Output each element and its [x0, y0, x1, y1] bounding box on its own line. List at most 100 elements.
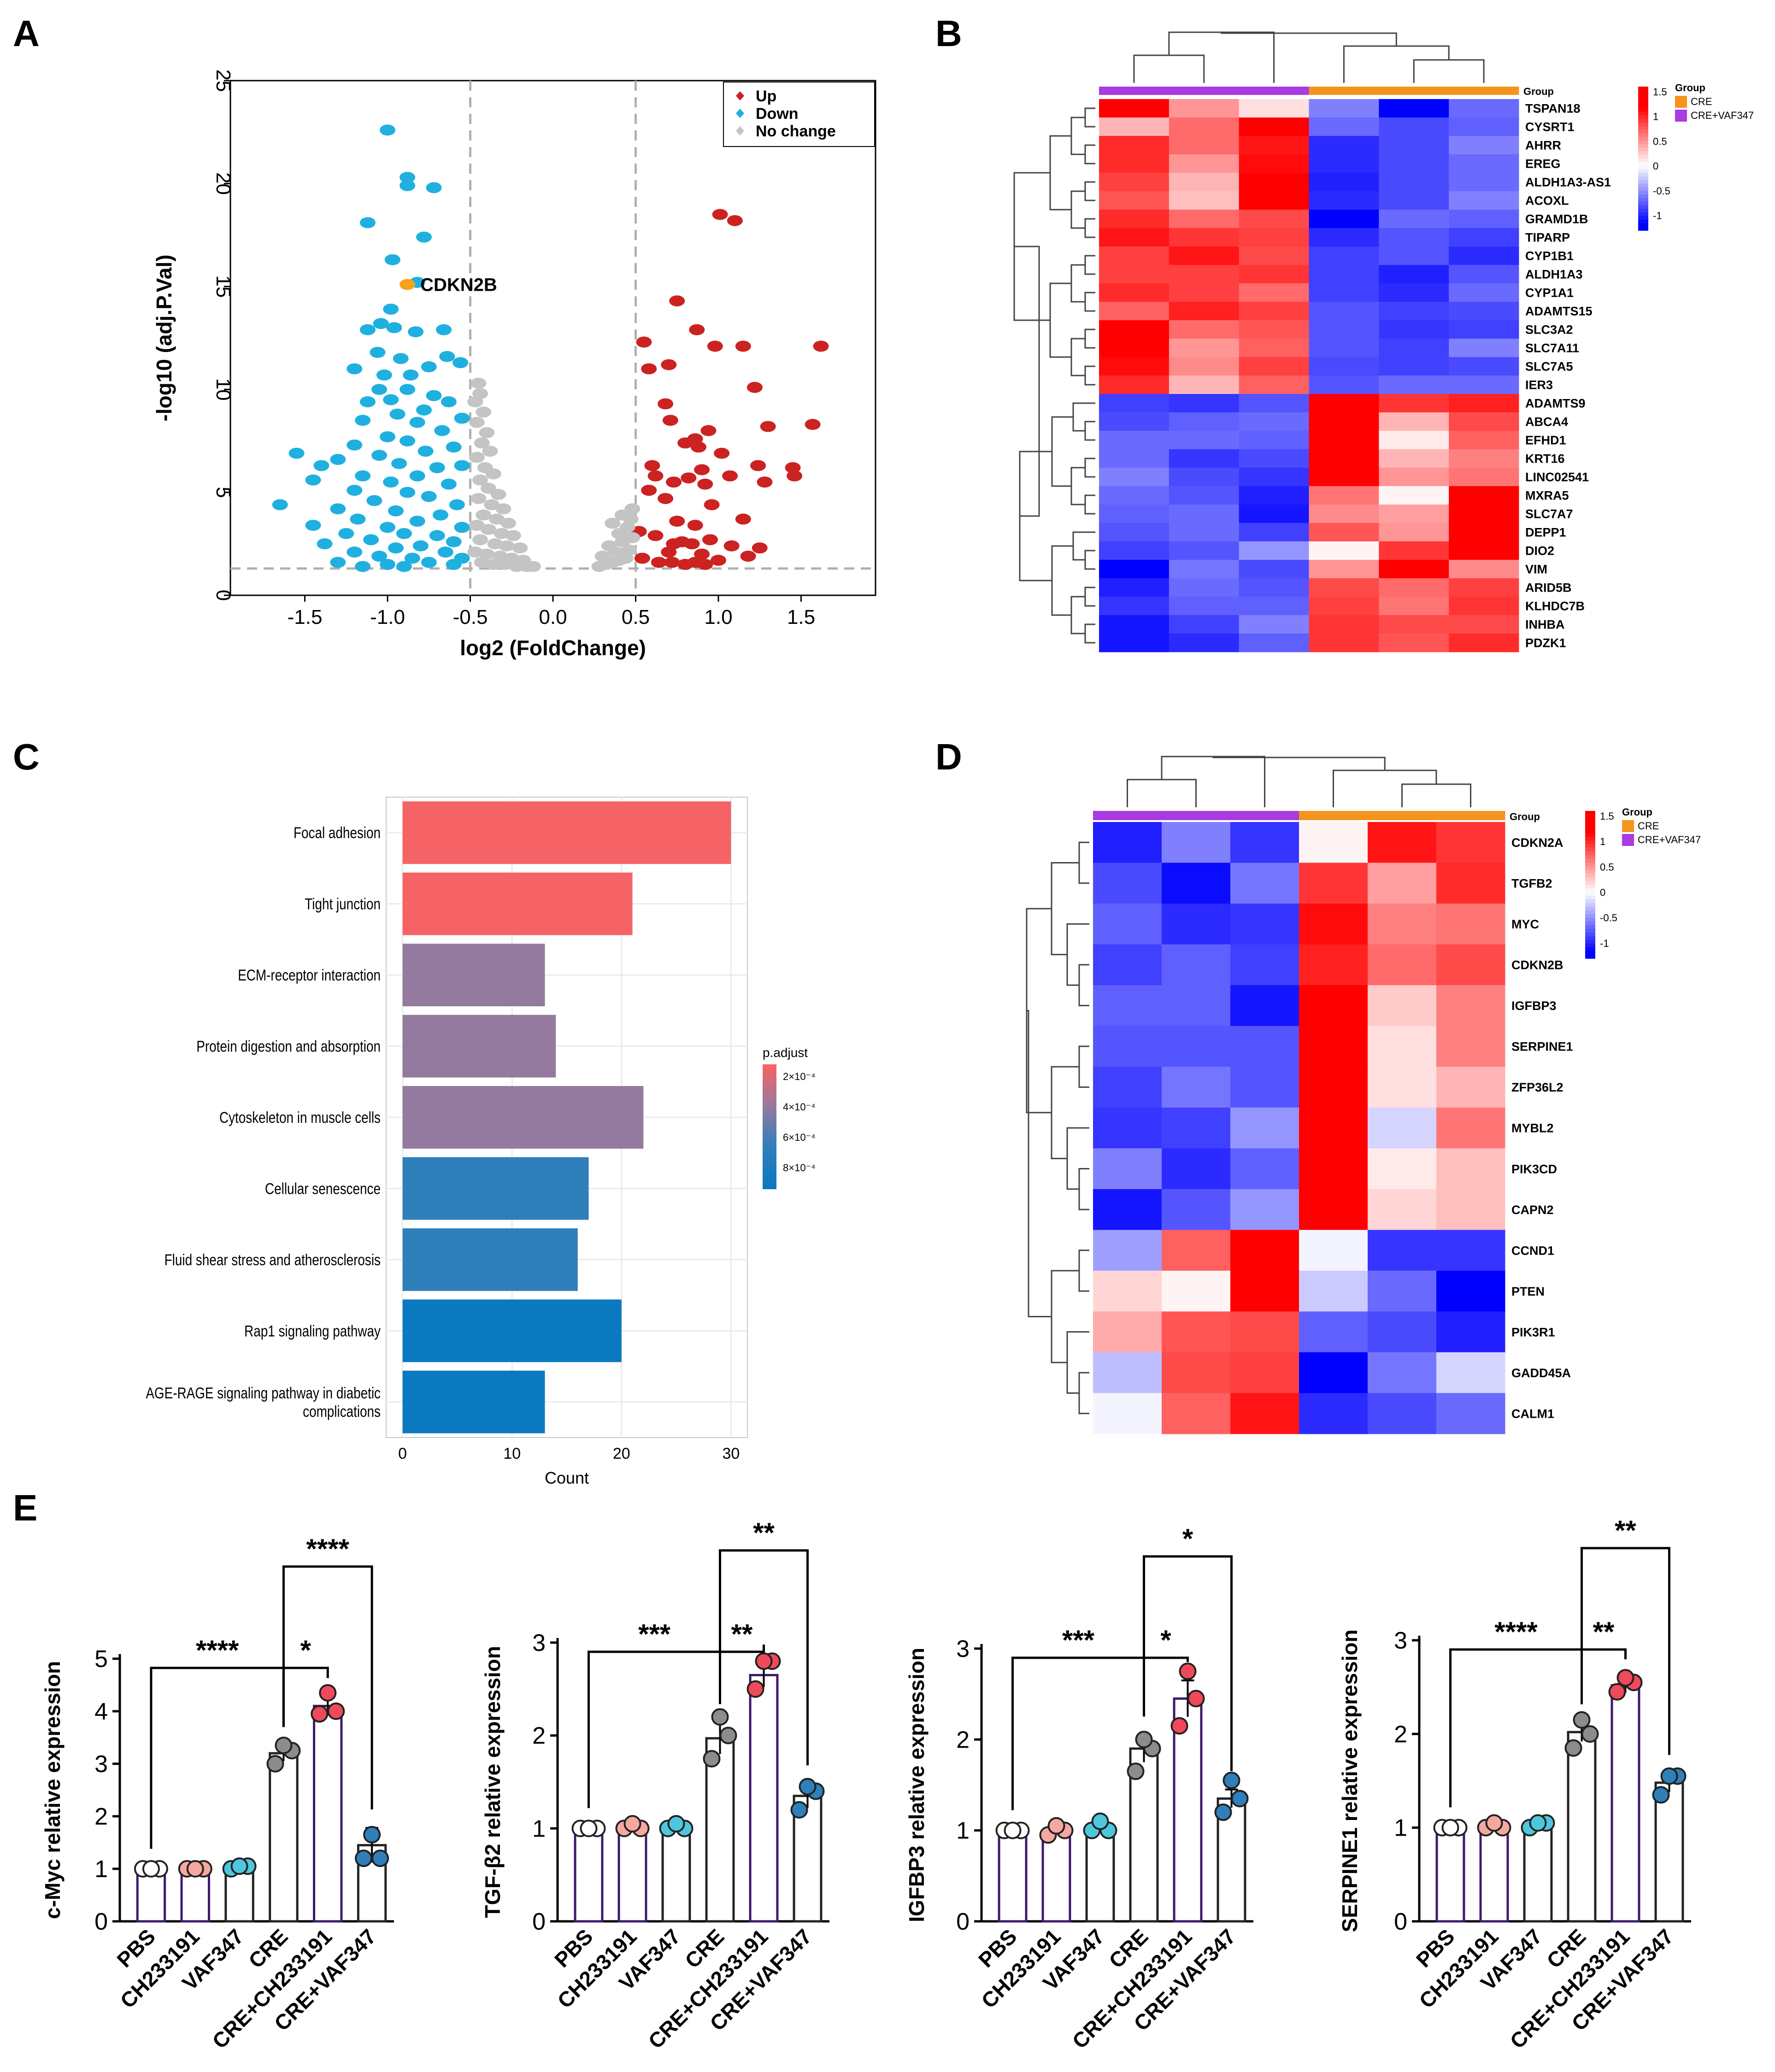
heatmap-cell	[1099, 523, 1170, 542]
mean-bar	[269, 1752, 299, 1923]
legend-gradient-segment	[763, 1098, 776, 1102]
row-label: SERPINE1	[1511, 1040, 1573, 1054]
row-label: CYP1B1	[1525, 249, 1574, 263]
row-label: GADD45A	[1511, 1366, 1571, 1380]
point-down	[383, 476, 399, 488]
heatmap-cell	[1093, 1230, 1162, 1271]
heatmap-cell	[1449, 578, 1519, 597]
point-down	[272, 499, 288, 511]
point-down	[416, 231, 432, 243]
point-down	[386, 322, 402, 334]
point-down	[363, 534, 379, 546]
point-down	[359, 217, 376, 229]
colorbar-segment	[1585, 818, 1595, 822]
point-down	[347, 439, 363, 451]
significance-bracket	[282, 1565, 373, 1810]
count-bar	[402, 1015, 556, 1078]
colorbar-segment	[1585, 815, 1595, 819]
colorbar-segment	[1585, 874, 1595, 878]
group-annotation-cell	[1169, 87, 1240, 95]
point-down	[429, 462, 445, 473]
significance-bracket	[1011, 1656, 1145, 1810]
heatmap-cell	[1379, 173, 1449, 192]
point-down	[371, 551, 388, 562]
point-down	[380, 124, 396, 136]
row-dendrogram-branch	[1072, 531, 1095, 561]
heatmap-cell	[1169, 486, 1240, 505]
heatmap-cell	[1449, 449, 1519, 468]
heatmap-cell	[1230, 1067, 1299, 1108]
heatmap-cell	[1379, 412, 1449, 431]
colorbar-segment	[1585, 907, 1595, 911]
heatmap-cell	[1239, 486, 1309, 505]
heatmap-cell	[1436, 1189, 1505, 1230]
heatmap-cell	[1379, 339, 1449, 358]
heatmap-cell	[1379, 431, 1449, 450]
colorbar-segment	[1585, 826, 1595, 830]
category-label: complications	[303, 1403, 381, 1420]
point-down	[383, 303, 399, 315]
point-up	[651, 557, 667, 568]
heatmap-cell	[1368, 985, 1437, 1027]
row-dendrogram-branch	[1084, 329, 1095, 349]
heatmap-cell	[1449, 523, 1519, 542]
row-dendrogram-branch	[1049, 282, 1071, 358]
colorbar-segment	[1638, 227, 1648, 231]
heatmap-cell	[1449, 597, 1519, 616]
replicate-point	[1187, 1690, 1205, 1708]
row-label: CDKN2A	[1511, 836, 1563, 850]
heatmap-cell	[1436, 863, 1505, 904]
point-no-change	[499, 540, 515, 552]
heatmap-cell	[1379, 210, 1449, 229]
heatmap-cell	[1239, 265, 1309, 284]
heatmap-cell	[1162, 1352, 1231, 1393]
heatmap-cell	[1169, 578, 1240, 597]
heatmap-cell	[1230, 863, 1299, 904]
colorbar-segment	[1638, 180, 1648, 184]
legend-label: Up	[756, 88, 776, 105]
row-dendrogram-branch	[1084, 494, 1095, 515]
heatmap-cell	[1099, 634, 1170, 652]
replicate-point	[1652, 1786, 1670, 1804]
heatmap-cell	[1368, 1230, 1437, 1271]
point-up	[752, 542, 768, 554]
heatmap-cell	[1299, 1026, 1368, 1067]
heatmap-cell	[1169, 615, 1240, 634]
point-up	[813, 340, 829, 352]
heatmap-cell	[1169, 560, 1240, 579]
point-down	[439, 351, 455, 362]
heatmap-cell	[1309, 376, 1379, 394]
colorbar-segment	[1585, 840, 1595, 845]
colorbar-segment	[1638, 194, 1648, 199]
panel-letter-c: C	[13, 736, 40, 777]
category-label: Rap1 signaling pathway	[244, 1322, 381, 1340]
group-legend-swatch	[1622, 820, 1634, 832]
heatmap-cell	[1162, 1026, 1231, 1067]
heatmap-cell	[1449, 468, 1519, 487]
group-legend-swatch	[1675, 96, 1687, 108]
heatmap-cell	[1099, 320, 1170, 339]
highlight-point	[400, 279, 416, 290]
heatmap-cell	[1239, 191, 1309, 210]
y-axis-label: -log10 (adj.P.Val)	[152, 254, 176, 421]
group-legend-label: CRE	[1638, 820, 1659, 832]
heatmap-cell	[1436, 1107, 1505, 1149]
row-label: CCND1	[1511, 1244, 1554, 1257]
colorbar-segment	[1638, 209, 1648, 213]
point-up	[636, 336, 652, 348]
legend-gradient-segment	[763, 1093, 776, 1098]
heatmap-cell	[1436, 985, 1505, 1027]
heatmap-cell	[1169, 191, 1240, 210]
row-dendrogram-branch	[1084, 623, 1095, 644]
heatmap-cell	[1368, 1270, 1437, 1312]
heatmap-cell	[1309, 560, 1379, 579]
y-tick-label: 3	[956, 1636, 970, 1662]
row-label: TGFB2	[1511, 877, 1552, 891]
heatmap-cell	[1099, 431, 1170, 450]
point-down	[396, 528, 412, 539]
heatmap-cell	[1379, 394, 1449, 413]
colorbar-segment	[1585, 936, 1595, 940]
x-tick-label: 20	[613, 1445, 630, 1462]
heatmap-cell	[1162, 985, 1231, 1027]
heatmap-cell	[1099, 339, 1170, 358]
